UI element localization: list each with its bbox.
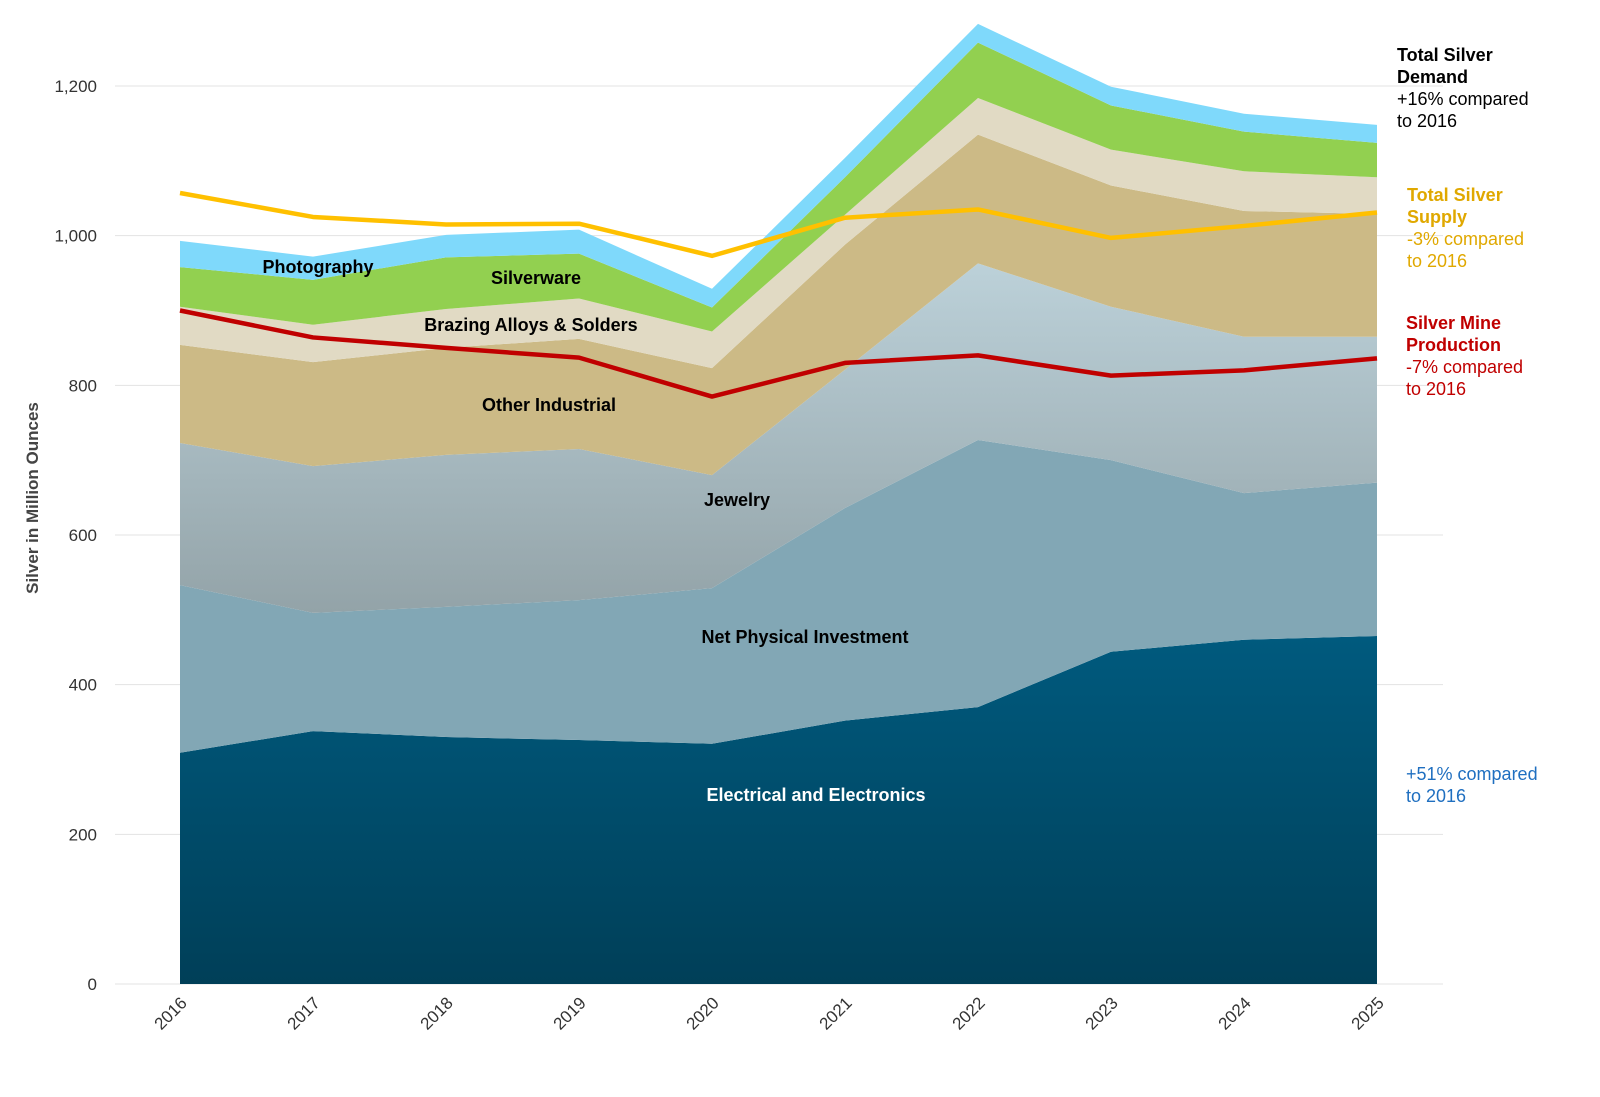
annotation-supply: Total Silver Supply -3% compared to 2016 (1407, 184, 1542, 272)
x-tick-label: 2023 (1082, 993, 1122, 1033)
annotation-supply-title: Total Silver Supply (1407, 185, 1503, 227)
area-silverware (180, 42, 1377, 332)
y-tick-label: 1,200 (54, 77, 97, 96)
x-tick-label: 2018 (417, 993, 457, 1033)
series-label: Brazing Alloys & Solders (424, 315, 637, 335)
area-brazing-alloys-solders (180, 97, 1377, 369)
series-label: Electrical and Electronics (706, 785, 925, 805)
annotation-supply-text: -3% compared to 2016 (1407, 229, 1525, 271)
x-tick-label: 2021 (816, 993, 856, 1033)
x-tick-label: 2019 (550, 993, 590, 1033)
series-label: Net Physical Investment (701, 627, 908, 647)
area-net-physical-investment (180, 439, 1377, 753)
x-tick-label: 2022 (949, 993, 989, 1033)
x-tick-label: 2017 (284, 993, 324, 1033)
area-jewelry (180, 263, 1377, 613)
y-tick-label: 1,000 (54, 227, 97, 246)
y-tick-label: 400 (69, 676, 97, 695)
annotation-mine: Silver Mine Production -7% compared to 2… (1406, 312, 1541, 400)
y-tick-label: 200 (69, 825, 97, 844)
y-tick-label: 800 (69, 376, 97, 395)
y-tick-label: 600 (69, 526, 97, 545)
y-axis-label: Silver in Million Ounces (23, 402, 42, 594)
annotation-mine-title: Silver Mine Production (1406, 313, 1502, 355)
annotation-demand-title: Total Silver Demand (1397, 45, 1493, 87)
y-tick-label: 0 (88, 975, 97, 994)
line-total-silver-supply (179, 190, 1378, 259)
area-electrical-and-electronics (180, 636, 1377, 984)
annotation-mine-text: -7% compared to 2016 (1406, 357, 1524, 399)
series-label: Silverware (491, 268, 581, 288)
annotation-electrical: +51% compared to 2016 (1406, 764, 1538, 806)
x-tick-label: 2025 (1348, 993, 1388, 1033)
line-silver-mine-production (179, 308, 1378, 399)
series-label: Photography (263, 257, 374, 277)
x-tick-label: 2020 (683, 993, 723, 1033)
annotation-demand: Total Silver Demand +16% compared to 201… (1397, 44, 1547, 132)
x-tick-label: 2024 (1215, 993, 1255, 1033)
area-other-industrial (180, 134, 1377, 476)
series-label: Other Industrial (482, 395, 616, 415)
x-tick-label: 2016 (151, 993, 191, 1033)
annotation-demand-text: +16% compared to 2016 (1397, 89, 1529, 131)
series-label: Jewelry (704, 490, 770, 510)
area-photography (180, 23, 1377, 308)
